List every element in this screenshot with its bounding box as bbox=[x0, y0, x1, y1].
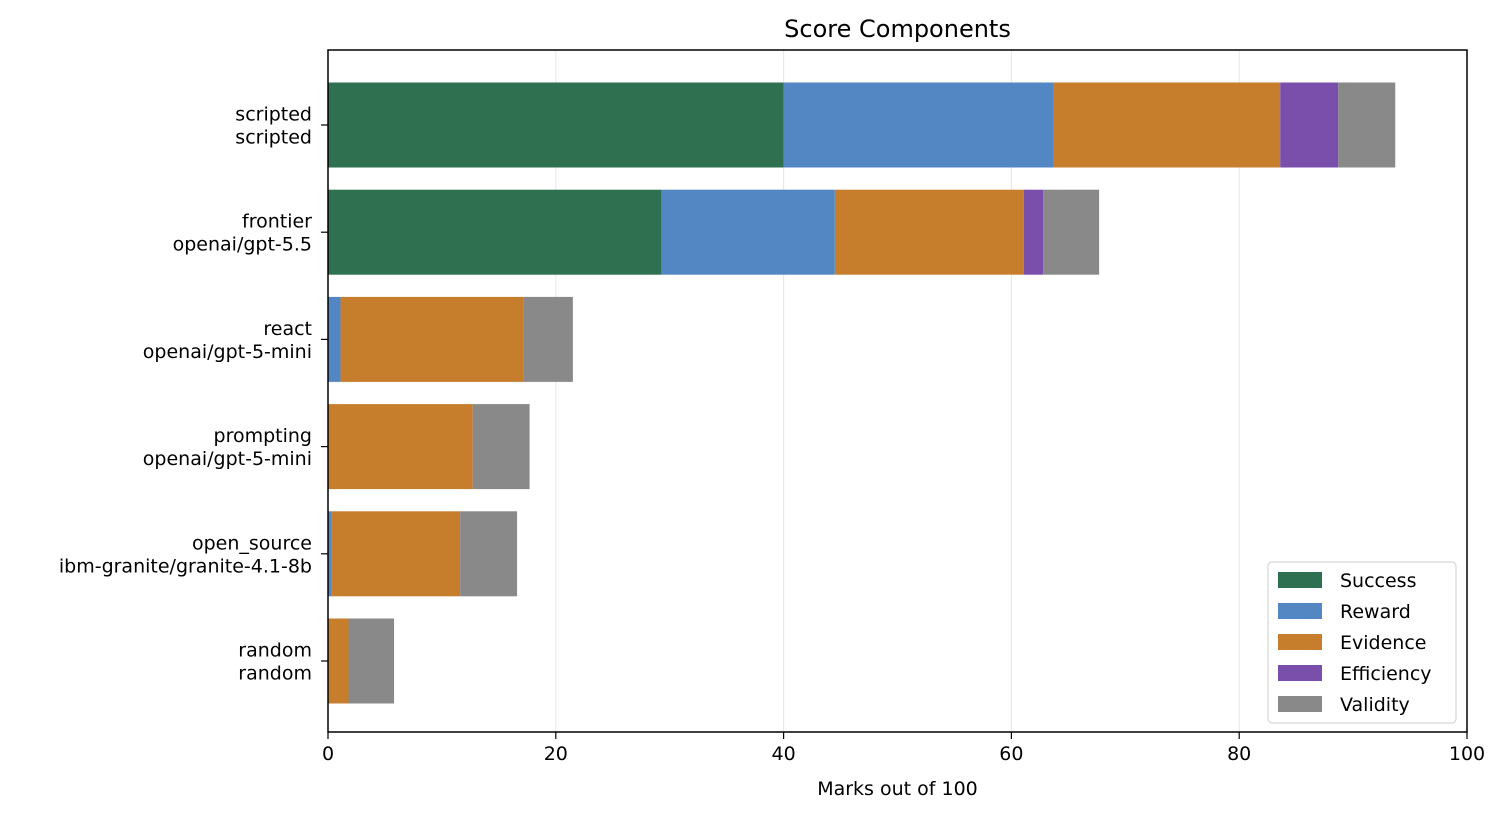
legend-label-validity: Validity bbox=[1340, 694, 1410, 716]
legend-swatch-reward bbox=[1278, 603, 1322, 619]
legend-box bbox=[1267, 561, 1457, 724]
plot-frame bbox=[327, 49, 1468, 733]
bar-reward-4 bbox=[328, 511, 332, 597]
y-category-label: frontier bbox=[242, 211, 312, 233]
bar-validity-3 bbox=[472, 404, 530, 490]
y-category-label: openai/gpt-5.5 bbox=[173, 234, 312, 256]
bar-reward-2 bbox=[328, 296, 341, 382]
bar-evidence-1 bbox=[834, 189, 1024, 275]
y-category-label: random bbox=[238, 663, 312, 685]
y-category-label: scripted bbox=[235, 104, 312, 126]
bar-evidence-0 bbox=[1053, 82, 1281, 168]
x-tick-label: 100 bbox=[1449, 743, 1485, 765]
bar-efficiency-1 bbox=[1023, 189, 1044, 275]
legend-label-efficiency: Efficiency bbox=[1340, 663, 1432, 685]
x-tick-label: 0 bbox=[322, 743, 334, 765]
legend-swatch-efficiency bbox=[1278, 665, 1322, 681]
y-category-label: scripted bbox=[235, 127, 312, 149]
bar-validity-4 bbox=[460, 511, 518, 597]
y-category-label: react bbox=[263, 318, 312, 340]
legend-label-evidence: Evidence bbox=[1340, 632, 1426, 654]
bar-reward-0 bbox=[783, 82, 1054, 168]
legend-swatch-validity bbox=[1278, 696, 1322, 712]
bar-validity-5 bbox=[348, 618, 395, 704]
y-category-label: prompting bbox=[214, 425, 312, 447]
bar-evidence-5 bbox=[328, 618, 349, 704]
x-tick-label: 20 bbox=[544, 743, 568, 765]
bar-evidence-4 bbox=[331, 511, 461, 597]
bar-validity-2 bbox=[523, 296, 573, 382]
x-tick-label: 40 bbox=[772, 743, 796, 765]
legend-label-success: Success bbox=[1340, 570, 1416, 592]
legend: Success Reward Evidence Efficiency Validity bbox=[1267, 561, 1457, 724]
y-category-label: open_source bbox=[192, 532, 312, 554]
bar-validity-0 bbox=[1338, 82, 1396, 168]
legend-label-reward: Reward bbox=[1340, 601, 1411, 623]
bar-evidence-3 bbox=[328, 404, 473, 490]
bars bbox=[328, 82, 1396, 704]
y-category-label: openai/gpt-5-mini bbox=[143, 341, 312, 363]
y-category-label: random bbox=[238, 640, 312, 662]
x-axis-title: Marks out of 100 bbox=[817, 778, 978, 800]
legend-swatch-evidence bbox=[1278, 634, 1322, 650]
x-tick-label: 80 bbox=[1227, 743, 1251, 765]
bar-reward-1 bbox=[661, 189, 835, 275]
y-category-label: openai/gpt-5-mini bbox=[143, 448, 312, 470]
bar-efficiency-0 bbox=[1280, 82, 1339, 168]
bar-validity-1 bbox=[1043, 189, 1100, 275]
x-axis-ticks: 0 20 40 60 80 100 bbox=[322, 732, 1485, 765]
x-tick-label: 60 bbox=[999, 743, 1023, 765]
bar-success-0 bbox=[328, 82, 784, 168]
y-category-label: ibm-granite/granite-4.1-8b bbox=[59, 555, 312, 577]
bar-evidence-2 bbox=[340, 296, 524, 382]
legend-swatch-success bbox=[1278, 572, 1322, 588]
bar-success-1 bbox=[328, 189, 662, 275]
chart-title: Score Components bbox=[784, 15, 1011, 43]
